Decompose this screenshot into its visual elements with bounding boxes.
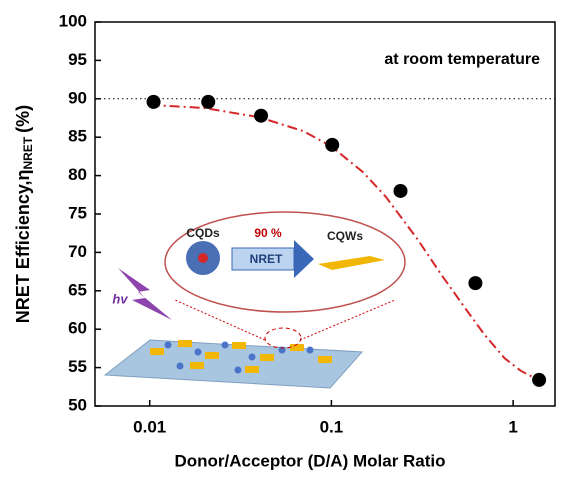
y-tick-label: 55 xyxy=(68,357,87,376)
light-label: hv xyxy=(112,291,128,306)
lightning xyxy=(118,268,172,320)
data-point xyxy=(146,94,161,109)
data-point xyxy=(201,94,216,109)
y-tick-label: 90 xyxy=(68,88,87,107)
y-tick-label: 80 xyxy=(68,165,87,184)
y-label-unit: (%) xyxy=(13,105,33,133)
annotation: at room temperature xyxy=(384,51,540,68)
cqd-core xyxy=(198,253,208,263)
x-axis-label: Donor/Acceptor (D/A) Molar Ratio xyxy=(174,451,445,470)
data-point xyxy=(468,276,483,291)
y-label-sub: NRET xyxy=(21,136,35,169)
y-tick-label: 70 xyxy=(68,242,87,261)
y-tick-label: 75 xyxy=(68,203,87,222)
data-point xyxy=(532,372,547,387)
y-tick-label: 60 xyxy=(68,319,87,338)
y-tick-label: 100 xyxy=(59,11,87,30)
inset-illustration: CQDs 90 % NRET CQWs hv xyxy=(103,211,406,389)
y-tick-label: 65 xyxy=(68,280,87,299)
x-tick-label: 0.01 xyxy=(133,417,166,436)
y-tick-label: 85 xyxy=(68,127,87,146)
data-point xyxy=(325,137,340,152)
acceptor-label: CQWs xyxy=(327,229,363,243)
donor-label: CQDs xyxy=(186,226,220,240)
y-tick-label: 95 xyxy=(68,50,87,69)
zoom-line xyxy=(174,299,266,341)
arrow-head xyxy=(294,240,314,278)
nanowells xyxy=(150,340,332,373)
zoom-line xyxy=(299,299,396,341)
highlight xyxy=(264,327,302,349)
cqw-icon xyxy=(318,256,385,270)
y-axis-label: NRET Efficiency,ηNRET (%) xyxy=(13,105,35,323)
y-label-main: NRET Efficiency,η xyxy=(13,169,33,323)
x-tick-label: 0.1 xyxy=(320,417,344,436)
data-point xyxy=(254,108,269,123)
data-point xyxy=(393,183,408,198)
substrate xyxy=(103,339,364,389)
y-tick-label: 50 xyxy=(68,395,87,414)
process-label: NRET xyxy=(250,252,283,266)
efficiency-label: 90 % xyxy=(254,226,282,240)
x-tick-label: 1 xyxy=(508,417,517,436)
quantum-dots xyxy=(164,341,314,374)
